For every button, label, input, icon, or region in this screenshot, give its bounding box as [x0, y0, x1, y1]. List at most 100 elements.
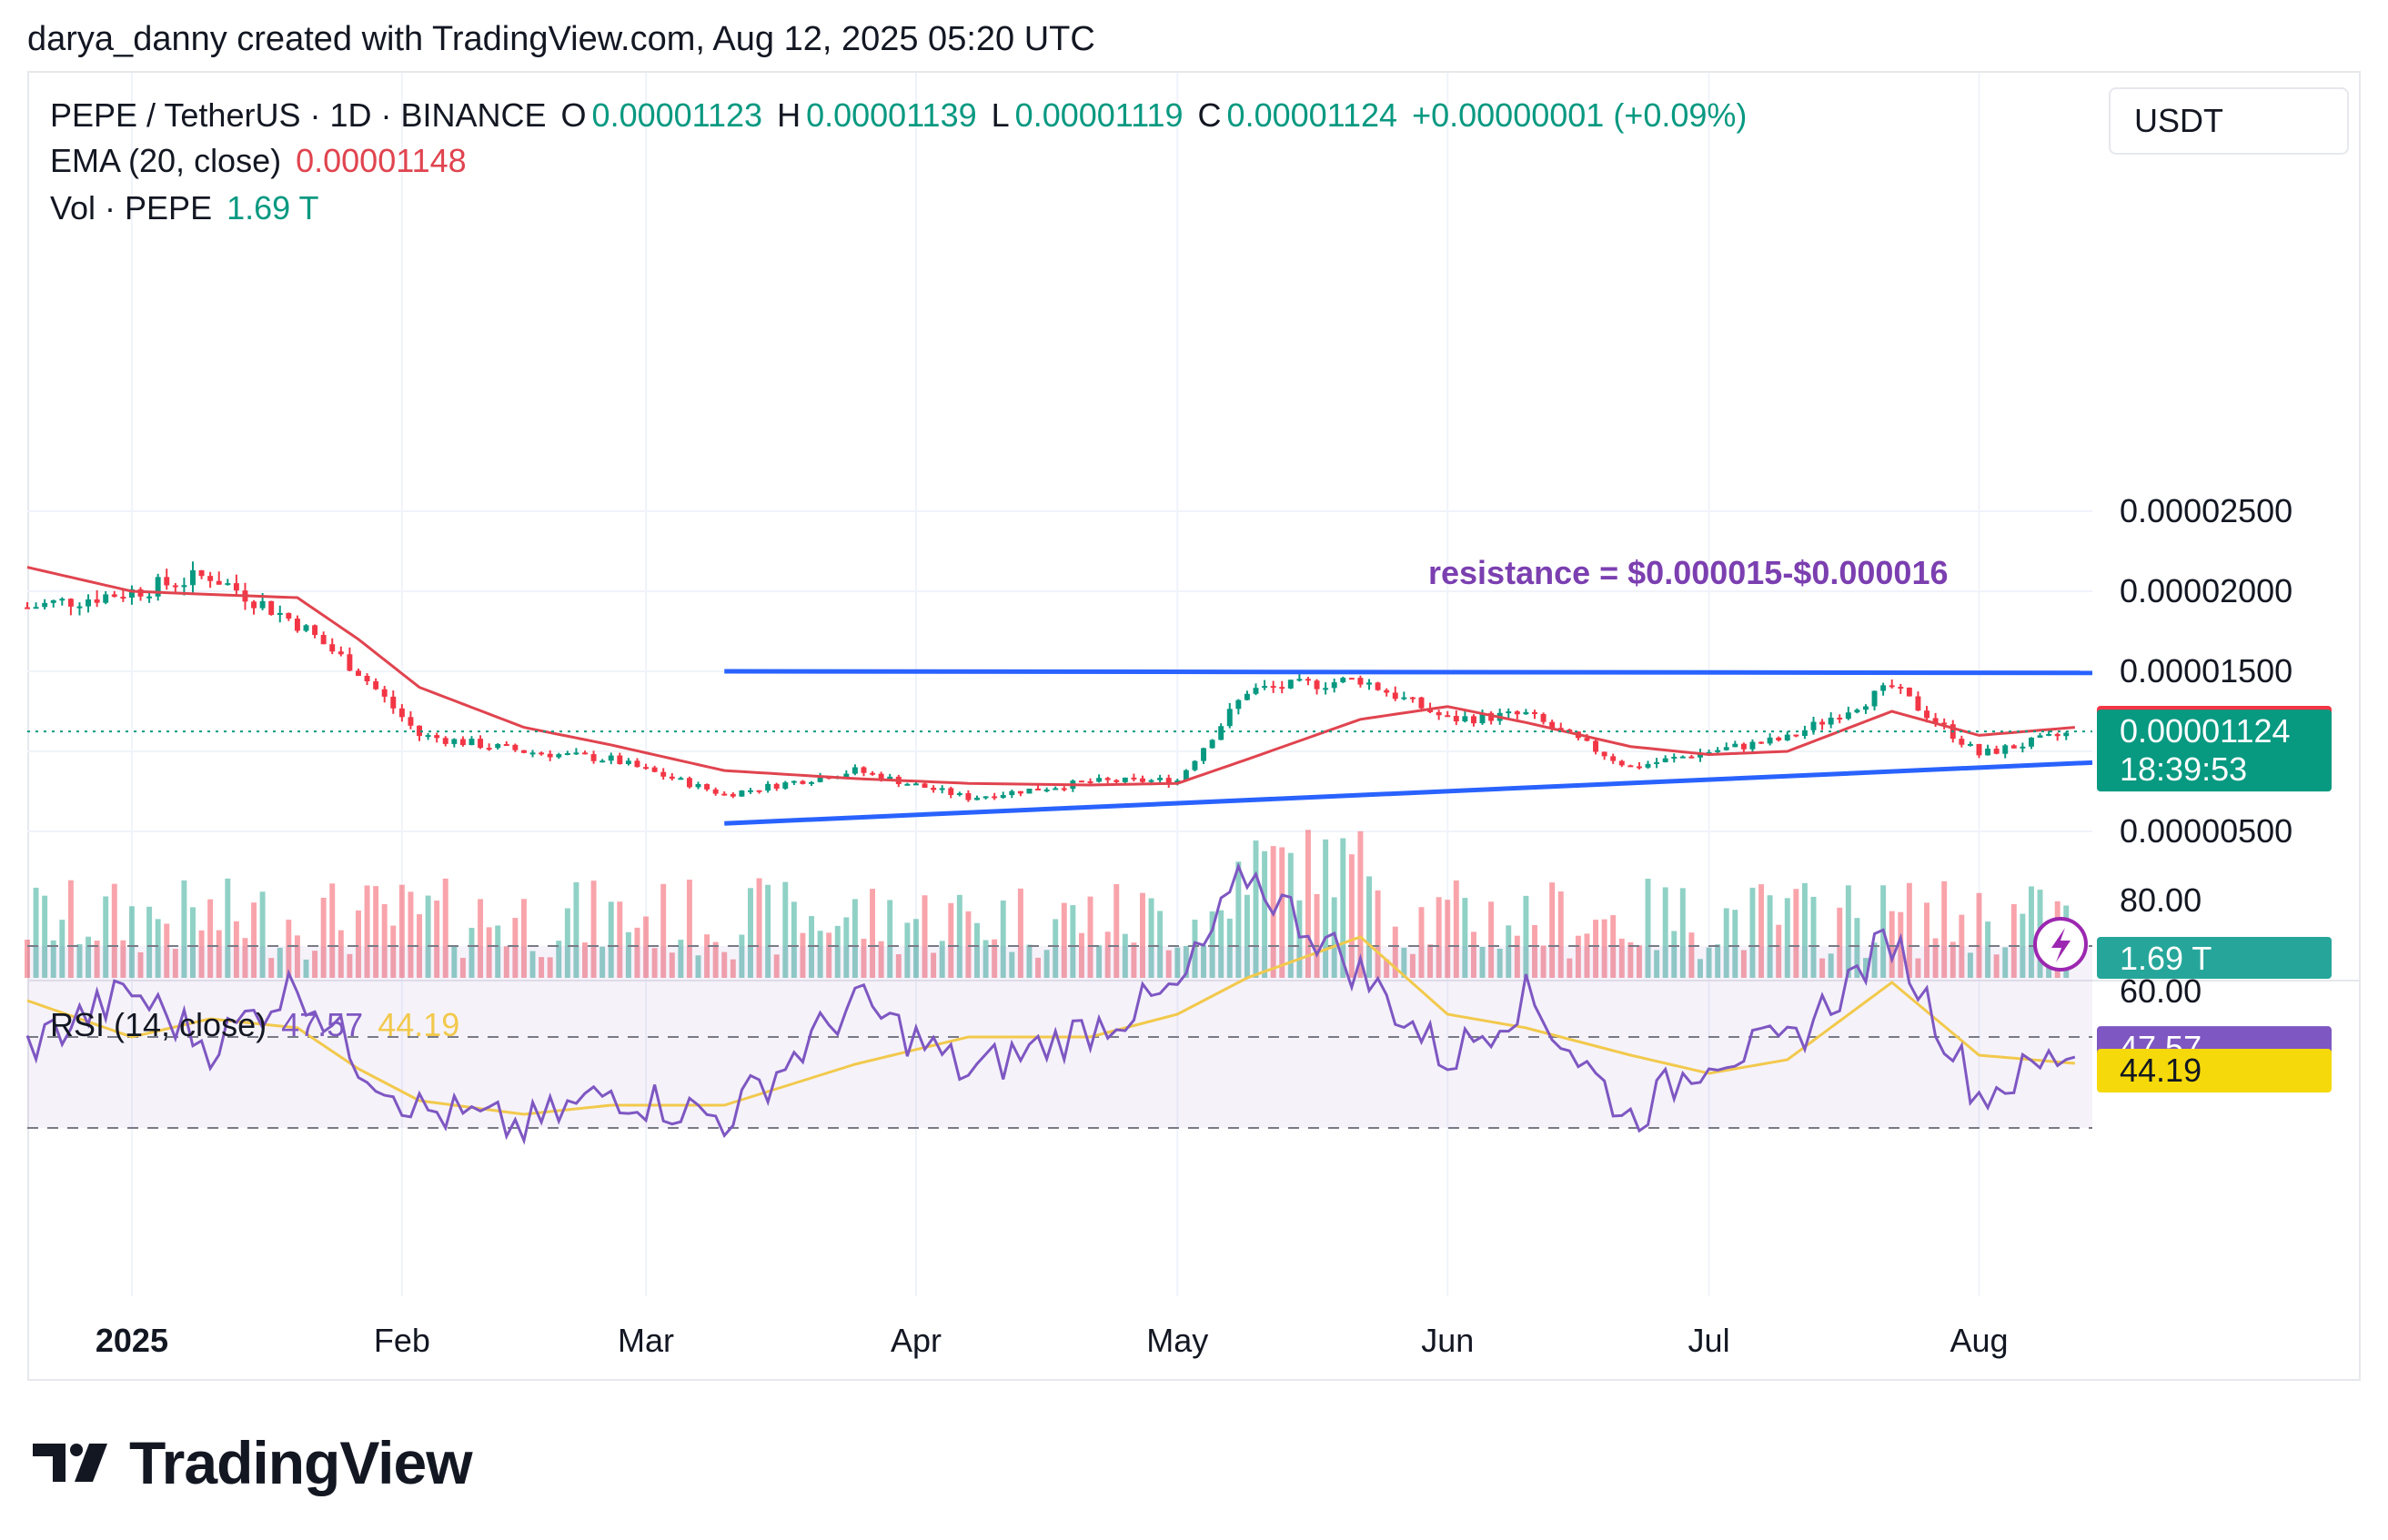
volume-bar	[1096, 945, 1103, 978]
volume-bar	[1148, 898, 1154, 978]
volume-bar	[1950, 941, 1956, 978]
volume-bar	[1514, 935, 1520, 978]
volume-bar	[1462, 898, 1468, 978]
volume-bar	[948, 902, 954, 978]
trendline-support	[724, 760, 2093, 826]
legend-change: +0.00000001 (+0.09%)	[1412, 96, 1748, 134]
candle-body	[390, 696, 397, 709]
candle-body	[712, 789, 719, 794]
volume-bar	[259, 891, 266, 978]
volume-bar	[67, 880, 74, 978]
candle-body	[120, 597, 126, 599]
volume-bar	[1323, 839, 1329, 978]
candle-body	[2054, 733, 2061, 737]
volume-bar	[922, 895, 928, 978]
volume-bar	[1924, 902, 1930, 978]
volume-bar	[1506, 925, 1512, 978]
candle-body	[1244, 693, 1250, 700]
candle-body	[608, 755, 614, 761]
candle-body	[582, 752, 588, 755]
candle-body	[216, 580, 222, 585]
candle-body	[1845, 712, 1851, 720]
ema-line	[26, 566, 2075, 787]
volume-bar	[1384, 959, 1390, 978]
candle-body	[1253, 688, 1259, 694]
candle-body	[1087, 780, 1093, 783]
candle-body	[756, 790, 762, 792]
candle-body	[1723, 747, 1729, 750]
volume-bar	[1244, 894, 1250, 978]
candle-body	[1810, 721, 1817, 730]
candle-body	[1593, 740, 1599, 752]
volume-bar	[1287, 852, 1294, 978]
legend-open: 0.00001123	[591, 96, 763, 134]
volume-bar	[1104, 931, 1111, 978]
volume-bar	[1314, 893, 1320, 978]
volume-bar	[1017, 888, 1023, 978]
legend-rsi-ma-value: 44.19	[378, 1006, 460, 1043]
volume-bar	[1784, 898, 1790, 978]
volume-bar	[1401, 947, 1407, 978]
legend-rsi-value: 47.57	[281, 1006, 364, 1043]
volume-bar	[1305, 830, 1311, 978]
volume-bar	[1549, 882, 1556, 978]
candle-body	[86, 599, 92, 607]
currency-selector[interactable]: USDT	[2109, 87, 2349, 155]
volume-bar	[1140, 892, 1145, 978]
time-axis-label: Mar	[618, 1322, 674, 1359]
volume-bar	[756, 878, 762, 978]
candle-body	[529, 752, 536, 755]
volume-bar	[1174, 947, 1181, 978]
volume-bar	[1418, 907, 1425, 978]
candle-body	[1296, 679, 1303, 681]
candle-body	[1610, 756, 1617, 761]
candle-body	[1287, 679, 1294, 689]
candle-body	[164, 577, 170, 586]
candle-body	[111, 594, 117, 598]
legend-symbol[interactable]: PEPE / TetherUS · 1D · BINANCE	[50, 96, 547, 134]
legend-volume[interactable]: Vol · PEPE 1.69 T	[50, 189, 325, 227]
candle-body	[1017, 790, 1023, 794]
rsi-line	[25, 862, 2076, 1145]
volume-bar	[33, 887, 39, 978]
legend-vol-label: Vol · PEPE	[50, 189, 213, 226]
volume-bar	[564, 908, 570, 978]
volume-bar	[1819, 958, 1826, 978]
volume-bar	[608, 901, 614, 978]
candle-body	[590, 754, 597, 761]
volume-bar	[1698, 959, 1703, 978]
candle-body	[748, 790, 753, 792]
volume-bar	[198, 930, 205, 978]
candle-body	[1706, 751, 1712, 754]
candle-body	[704, 783, 710, 790]
candle-body	[225, 583, 231, 586]
candle-body	[442, 738, 448, 744]
candle-body	[146, 596, 153, 599]
candle-body	[277, 612, 283, 615]
volume-bar	[834, 925, 841, 978]
current-price-tag-text: 18:39:53	[2120, 750, 2247, 788]
volume-bar	[573, 881, 579, 978]
candle-body	[1279, 687, 1285, 689]
volume-bar	[1201, 945, 1207, 978]
volume-bar	[94, 941, 100, 978]
volume-bar	[956, 894, 962, 978]
volume-bar	[1296, 900, 1303, 978]
candle-body	[974, 797, 980, 800]
price-axis-label: 0.00001500	[2120, 652, 2292, 689]
volume-bar	[190, 907, 196, 978]
volume-bar	[2010, 903, 2017, 978]
volume-bar	[895, 953, 902, 978]
candle-body	[617, 755, 623, 764]
volume-bar	[539, 957, 545, 978]
legend-rsi[interactable]: RSI (14, close) 47.57 44.19	[50, 1006, 465, 1044]
candle-body	[1348, 678, 1355, 680]
volume-bar	[1262, 851, 1268, 978]
volume-bar	[495, 925, 501, 978]
candle-body	[1698, 752, 1703, 758]
candle-body	[965, 792, 972, 800]
legend-ema[interactable]: EMA (20, close) 0.00001148	[50, 142, 472, 180]
volume-bar	[128, 906, 135, 978]
candle-body	[1305, 679, 1311, 681]
